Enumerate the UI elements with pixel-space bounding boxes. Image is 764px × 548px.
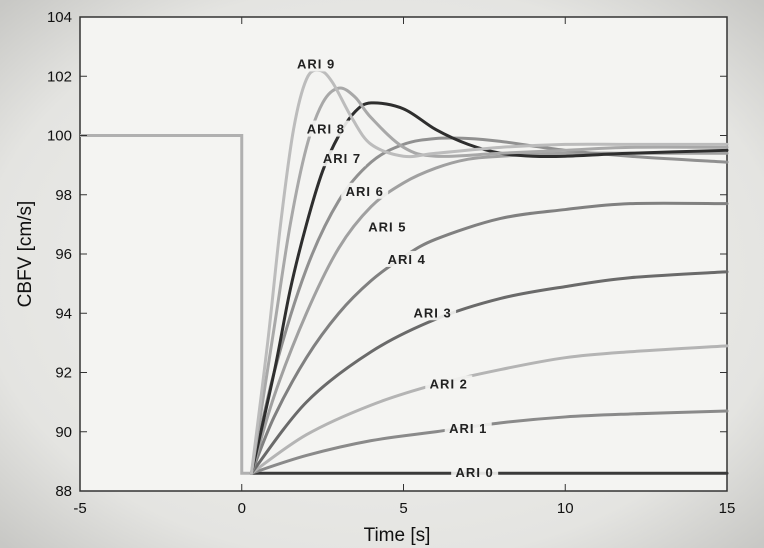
x-tick-label: -5: [73, 500, 86, 517]
x-axis-label: Time [s]: [364, 525, 431, 546]
series-label-ari-8: ARI 8: [307, 122, 345, 137]
x-tick-label: 10: [557, 500, 574, 517]
y-tick-label: 96: [55, 246, 72, 263]
y-tick-label: 100: [47, 128, 72, 145]
y-tick-label: 104: [47, 9, 72, 26]
series-label-ari-7: ARI 7: [323, 151, 361, 166]
series-label-ari-9: ARI 9: [297, 56, 335, 71]
series-label-ari-6: ARI 6: [346, 184, 384, 199]
y-tick-label: 94: [55, 305, 72, 322]
y-tick-label: 102: [47, 68, 72, 85]
series-label-bg: [425, 375, 473, 392]
series-line-ari-6: [249, 136, 729, 475]
y-tick-label: 92: [55, 365, 72, 382]
baseline-step-line: [80, 134, 252, 475]
series-label-bg: [292, 55, 340, 72]
series-label-ari-2: ARI 2: [430, 376, 468, 391]
series-line-ari-3: [249, 270, 729, 475]
series-label-bg: [451, 464, 499, 481]
series-label-bg: [318, 150, 366, 167]
y-tick-label: 90: [55, 424, 72, 441]
series-label-bg: [363, 218, 411, 235]
y-tick-label: 98: [55, 187, 72, 204]
series-label-ari-1: ARI 1: [449, 421, 487, 436]
y-axis-label: CBFV [cm/s]: [15, 201, 36, 308]
series-label-bg: [383, 250, 431, 267]
series-label-bg: [409, 304, 457, 321]
y-tick-label: 88: [55, 483, 72, 500]
series-label-ari-0: ARI 0: [456, 465, 494, 480]
series-line-ari-8: [249, 86, 729, 475]
series-label-ari-5: ARI 5: [368, 219, 406, 234]
x-tick-label: 15: [719, 500, 736, 517]
series-label-bg: [444, 419, 492, 436]
x-tick-label: 0: [238, 500, 246, 517]
series-label-bg: [341, 182, 389, 199]
x-tick-label: 5: [399, 500, 407, 517]
series-label-ari-4: ARI 4: [388, 252, 426, 267]
series-label-bg: [302, 120, 350, 137]
series-label-ari-3: ARI 3: [413, 305, 451, 320]
series-line-ari-7: [249, 101, 729, 475]
series-line-ari-9: [249, 68, 729, 475]
